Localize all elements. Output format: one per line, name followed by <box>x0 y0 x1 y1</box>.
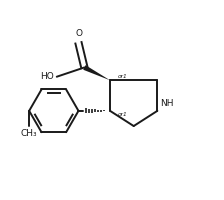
Text: HO: HO <box>40 72 54 81</box>
Text: or1: or1 <box>118 74 128 79</box>
Text: O: O <box>76 29 83 38</box>
Polygon shape <box>83 65 110 80</box>
Text: NH: NH <box>160 99 173 108</box>
Text: or1: or1 <box>118 112 128 117</box>
Text: CH₃: CH₃ <box>21 129 37 138</box>
